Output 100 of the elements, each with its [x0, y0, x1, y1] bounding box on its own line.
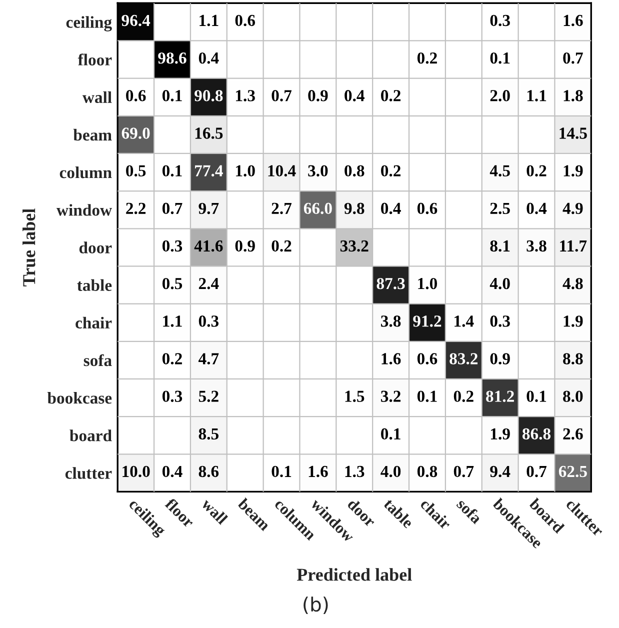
- x-tick-label: wall: [200, 497, 229, 526]
- data-label: 1.8: [564, 90, 583, 102]
- data-label: 0.5: [126, 165, 146, 177]
- data-label: 0.7: [454, 466, 474, 478]
- data-label: 3.2: [381, 390, 401, 402]
- y-tick-label: ceiling: [66, 16, 112, 32]
- y-axis-title: True label: [22, 208, 36, 286]
- data-label: 33.2: [340, 240, 368, 252]
- data-label: 62.5: [558, 466, 587, 478]
- data-label: 91.2: [413, 316, 442, 327]
- data-label: 0.8: [344, 165, 364, 177]
- data-label: 4.0: [490, 278, 510, 290]
- data-label: 0.7: [272, 90, 292, 102]
- data-label: 1.6: [382, 353, 401, 364]
- data-label: 81.2: [486, 390, 514, 402]
- data-label: 0.2: [381, 90, 401, 102]
- data-label: 41.6: [194, 240, 223, 252]
- data-label: 77.4: [195, 165, 223, 177]
- data-label: 2.0: [490, 90, 510, 102]
- data-label: 86.8: [522, 428, 551, 440]
- data-label: 1.1: [163, 316, 182, 327]
- data-label: 8.6: [198, 466, 219, 478]
- data-label: 69.0: [122, 128, 150, 139]
- data-label: 4.8: [562, 278, 583, 290]
- data-label: 0.7: [162, 202, 182, 214]
- data-label: 1.1: [200, 14, 218, 26]
- data-label: 0.3: [162, 240, 182, 252]
- data-label: 11.7: [560, 240, 587, 252]
- data-label: 3.8: [381, 316, 401, 327]
- data-label: 90.8: [194, 90, 223, 102]
- data-label: 0.2: [417, 52, 437, 64]
- data-label: 4.5: [490, 165, 510, 177]
- data-label: 1.9: [491, 428, 510, 440]
- data-label: 0.7: [526, 466, 547, 478]
- data-label: 0.4: [198, 52, 219, 64]
- y-tick-label: door: [79, 242, 112, 254]
- data-label: 16.5: [195, 128, 223, 139]
- data-label: 1.0: [418, 278, 438, 290]
- data-label: 0.4: [381, 202, 401, 214]
- data-label: 98.6: [158, 52, 186, 64]
- data-label: 0.8: [417, 466, 438, 478]
- data-label: 0.2: [526, 165, 546, 177]
- data-label: 2.5: [490, 202, 510, 214]
- data-label: 0.3: [198, 316, 219, 327]
- x-tick-label: sofa: [456, 498, 484, 525]
- data-label: 0.2: [454, 390, 474, 402]
- data-label: 0.1: [162, 90, 182, 102]
- data-label: 0.1: [272, 466, 292, 478]
- y-tick-label: chair: [76, 316, 112, 329]
- data-label: 2.6: [563, 428, 583, 440]
- data-label: 0.6: [417, 353, 438, 364]
- data-label: 2.4: [198, 278, 219, 290]
- data-label: 0.1: [162, 165, 182, 177]
- y-tick-label: window: [56, 204, 112, 216]
- data-label: 0.7: [563, 52, 583, 64]
- y-tick-label: floor: [78, 54, 112, 66]
- data-label: 0.6: [417, 202, 438, 214]
- data-label: 0.2: [162, 353, 182, 364]
- data-label: 8.1: [490, 240, 510, 252]
- data-label: 10.0: [122, 466, 150, 478]
- data-label: 8.8: [563, 353, 583, 364]
- data-label: 2.2: [126, 202, 146, 214]
- data-label: 66.0: [304, 202, 332, 214]
- data-label: 0.1: [526, 390, 546, 402]
- data-label: 0.6: [126, 90, 146, 102]
- data-label: 87.3: [376, 278, 405, 290]
- data-label: 0.3: [162, 390, 182, 402]
- data-label: 3.8: [526, 240, 546, 252]
- data-label: 4.9: [562, 202, 583, 214]
- data-label: 9.8: [344, 202, 364, 214]
- data-label: 0.1: [490, 52, 510, 64]
- data-label: 4.0: [380, 466, 401, 478]
- data-label: 1.1: [527, 90, 546, 102]
- y-tick-label: board: [70, 430, 112, 442]
- data-label: 0.4: [526, 202, 547, 214]
- data-label: 0.4: [162, 466, 182, 478]
- y-tick-label: table: [77, 279, 112, 291]
- data-label: 5.2: [198, 390, 218, 402]
- data-label: 1.6: [308, 466, 328, 478]
- data-label: 1.6: [564, 14, 583, 26]
- y-tick-label: bookcase: [47, 392, 112, 404]
- text: (b): [304, 596, 328, 614]
- data-label: 0.2: [381, 165, 401, 177]
- data-label: 14.5: [560, 128, 587, 139]
- data-label: 1.4: [454, 316, 474, 327]
- data-label: 0.5: [162, 278, 182, 290]
- y-tick-label: wall: [82, 91, 112, 104]
- data-label: 2.7: [272, 202, 292, 214]
- data-label: 1.9: [564, 165, 583, 177]
- data-label: 0.3: [490, 14, 510, 26]
- data-label: 1.5: [345, 390, 364, 402]
- y-tick-label: column: [60, 166, 112, 178]
- data-label: 0.1: [417, 390, 437, 402]
- data-label: 4.7: [198, 353, 219, 364]
- x-axis-title: Predicted label: [296, 568, 412, 581]
- data-label: 3.0: [308, 165, 328, 177]
- data-label: 1.3: [236, 90, 255, 102]
- data-label: 1.9: [564, 316, 583, 327]
- data-label: 0.9: [308, 90, 328, 102]
- data-label: 0.4: [344, 90, 364, 102]
